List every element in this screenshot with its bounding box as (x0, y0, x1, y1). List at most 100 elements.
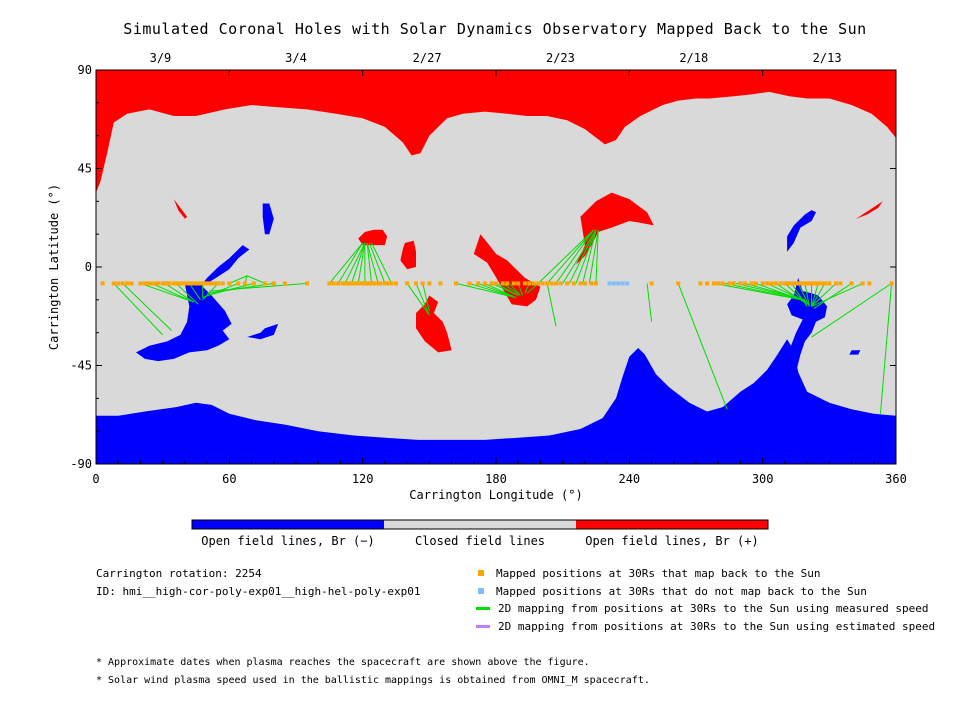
mapped-position-marker (889, 281, 894, 286)
date-label: 3/9 (150, 51, 172, 65)
mapped-position-marker (362, 281, 367, 286)
measured-speed-mapping-line (646, 283, 653, 322)
purple-line-icon (476, 624, 490, 628)
date-label: 2/13 (813, 51, 842, 65)
mapped-position-marker (198, 281, 203, 286)
mapped-position-marker (805, 281, 810, 286)
measured-speed-mapping-line (562, 229, 597, 284)
coronal-hole-negative-1 (96, 339, 896, 464)
colorbar-negative (192, 520, 384, 529)
measured-speed-mapping-line (797, 283, 810, 307)
mapped-position-marker (149, 281, 154, 286)
mapped-position-marker (220, 281, 225, 286)
mapped-position-marker (351, 281, 356, 286)
mapped-position-marker (800, 281, 805, 286)
y-tick-label: -45 (70, 359, 92, 373)
measured-speed-mapping-line (546, 229, 595, 284)
mapped-position-marker (354, 281, 358, 286)
mapped-position-marker (194, 281, 198, 286)
coronal-hole-negative-5 (247, 323, 279, 340)
measured-speed-mapping-line (811, 283, 837, 307)
mapped-position-marker (200, 281, 205, 286)
mapped-position-marker (798, 281, 803, 286)
measured-speed-mapping-line (246, 275, 266, 284)
orange-square-icon (478, 570, 484, 576)
measured-speed-mapping-line (229, 275, 248, 284)
x-tick-label: 360 (885, 472, 907, 486)
mapped-position-marker (365, 281, 370, 286)
mapped-position-marker (209, 281, 214, 286)
mapped-position-marker (116, 281, 121, 286)
mapped-position-marker (827, 281, 832, 286)
mapped-position-marker (160, 281, 165, 286)
unmapped-position-marker (611, 281, 616, 286)
mapped-position-marker (205, 281, 210, 286)
mapped-position-marker (482, 281, 487, 286)
measured-speed-mapping-line (879, 283, 893, 414)
mapped-position-marker (358, 281, 363, 286)
measured-speed-mapping-line (575, 229, 597, 284)
mapped-position-marker (178, 281, 183, 286)
mapped-position-marker (394, 281, 398, 286)
mapped-position-marker (716, 281, 721, 286)
x-tick-label: 240 (618, 472, 640, 486)
x-tick-label: 300 (752, 472, 774, 486)
mapped-position-marker (162, 281, 167, 286)
measured-speed-mapping-line (546, 283, 557, 327)
measured-speed-mapping-line (175, 283, 199, 305)
mapped-position-marker (545, 281, 550, 286)
mapped-position-marker (818, 281, 823, 286)
mapped-position-marker (536, 281, 541, 286)
mapped-position-marker (676, 281, 681, 286)
mapped-position-marker (807, 281, 812, 286)
mapped-position-marker (369, 281, 374, 286)
mapped-position-marker (385, 281, 390, 286)
mapped-position-marker (527, 281, 532, 286)
mapped-position-marker (789, 281, 794, 286)
mapped-position-marker (147, 281, 152, 286)
mapped-position-marker (760, 281, 765, 286)
mapped-position-marker (711, 281, 716, 286)
mapped-position-marker (376, 281, 381, 286)
mapped-position-marker (405, 281, 410, 286)
chart-title: Simulated Coronal Holes with Solar Dynam… (123, 20, 867, 38)
mapped-position-marker (262, 281, 267, 286)
mapped-position-marker (476, 281, 481, 286)
footnote-dates: * Approximate dates when plasma reaches … (96, 657, 590, 668)
mapped-position-marker (549, 281, 554, 286)
mapped-position-marker (540, 281, 545, 286)
measured-speed-mapping-line (484, 282, 517, 299)
mapped-position-marker (129, 281, 134, 286)
measured-speed-mapping-line (595, 229, 599, 284)
mapped-position-marker (791, 281, 796, 286)
mapped-position-marker (742, 281, 747, 286)
coronal-hole-positive-0 (96, 70, 896, 193)
measured-speed-mapping-line (366, 242, 379, 284)
mapped-position-marker (356, 281, 361, 286)
measured-speed-mapping-line (517, 283, 524, 296)
y-tick-label: 0 (85, 260, 92, 274)
measured-speed-mapping-line (140, 282, 194, 303)
mapped-position-marker (145, 281, 150, 286)
mapped-position-marker (454, 281, 458, 286)
coronal-hole-positive-14 (173, 199, 188, 219)
mapped-position-marker (467, 281, 472, 286)
model-id-label: ID: hmi__high-cor-poly-exp01__high-hel-p… (96, 585, 421, 598)
measured-speed-mapping-line (791, 283, 808, 307)
y-tick-label: 90 (78, 63, 92, 77)
mapped-position-marker (516, 281, 521, 286)
mapped-position-marker (522, 281, 527, 286)
measured-speed-mapping-line (811, 282, 863, 307)
mapped-position-marker (191, 281, 196, 286)
coronal-hole-positive-11 (416, 295, 452, 353)
coronal-hole-negative-8 (849, 350, 861, 355)
mapped-position-marker (811, 281, 816, 286)
mapped-position-marker (216, 281, 221, 286)
mapped-position-marker (389, 281, 394, 286)
measured-speed-mapping-line (811, 283, 826, 307)
mapped-position-marker (202, 281, 207, 286)
mapped-position-marker (371, 281, 376, 286)
mapped-position-marker (778, 281, 783, 286)
mapped-position-marker (180, 281, 185, 286)
mapped-position-marker (731, 281, 736, 286)
